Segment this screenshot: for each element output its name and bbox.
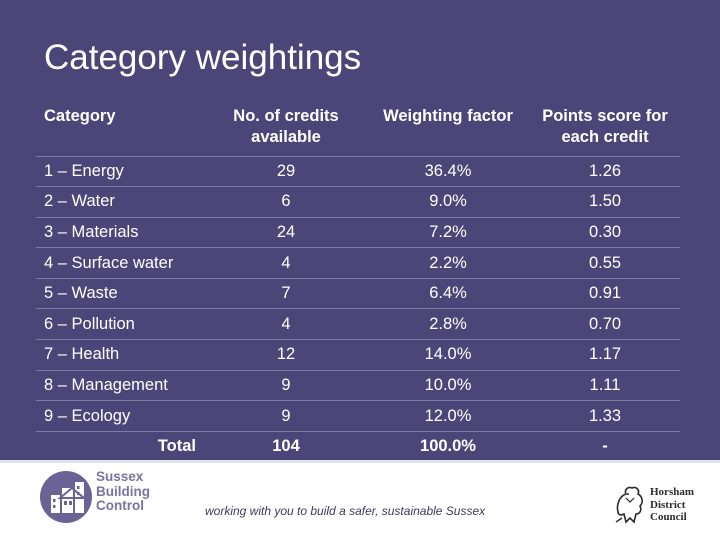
cell-credits: 4 bbox=[206, 308, 366, 340]
slide-header bbox=[0, 0, 720, 90]
cell-credits: 24 bbox=[206, 216, 366, 248]
hdc-line-3: Council bbox=[650, 511, 687, 523]
cell-points: 0.30 bbox=[530, 216, 680, 248]
slide-title: Category weightings bbox=[44, 38, 362, 77]
footer bbox=[0, 463, 720, 540]
table-row: 5 – Waste 7 6.4% 0.91 bbox=[36, 277, 680, 309]
cell-weighting: 2.8% bbox=[366, 308, 530, 340]
cell-weighting: 36.4% bbox=[366, 155, 530, 187]
table-row: 6 – Pollution 4 2.8% 0.70 bbox=[36, 308, 680, 340]
hdc-line-1: Horsham bbox=[650, 486, 694, 498]
header-credits: No. of credits available bbox=[233, 107, 339, 146]
cell-credits: 12 bbox=[206, 339, 366, 371]
cell-credits: 4 bbox=[206, 247, 366, 279]
cell-points: 1.33 bbox=[530, 400, 680, 432]
cell-category: 2 – Water bbox=[36, 186, 206, 218]
cell-category: 8 – Management bbox=[36, 369, 206, 401]
cell-points: 1.17 bbox=[530, 339, 680, 371]
hdc-line-2: District bbox=[650, 498, 686, 511]
table-row: 1 – Energy 29 36.4% 1.26 bbox=[36, 155, 680, 187]
cell-category: 7 – Health bbox=[36, 339, 206, 371]
footer-tagline: working with you to build a safer, susta… bbox=[205, 504, 486, 518]
cell-credits: 7 bbox=[206, 277, 366, 309]
total-points: - bbox=[530, 430, 680, 462]
table-row: 7 – Health 12 14.0% 1.17 bbox=[36, 339, 680, 371]
cell-weighting: 7.2% bbox=[366, 216, 530, 248]
total-label: Total bbox=[36, 430, 206, 462]
cell-category: 3 – Materials bbox=[36, 216, 206, 248]
table-row: 2 – Water 6 9.0% 1.50 bbox=[36, 186, 680, 218]
cell-points: 0.55 bbox=[530, 247, 680, 279]
horsham-lion-crest-icon bbox=[615, 486, 643, 524]
header-category: Category bbox=[44, 107, 116, 125]
cell-points: 1.11 bbox=[530, 369, 680, 401]
sbc-line-1: Sussex bbox=[96, 469, 144, 484]
cell-credits: 29 bbox=[206, 155, 366, 187]
total-weighting: 100.0% bbox=[366, 430, 530, 462]
sbc-line-3: Control bbox=[96, 498, 144, 513]
cell-category: 4 – Surface water bbox=[36, 247, 206, 279]
sussex-building-control-logo bbox=[40, 471, 92, 523]
table-total-row: Total 104 100.0% - bbox=[36, 430, 680, 462]
sbc-line-2: Building bbox=[96, 483, 150, 499]
table-row: 4 – Surface water 4 2.2% 0.55 bbox=[36, 247, 680, 279]
category-weightings-table: Category No. of credits available Weight… bbox=[36, 96, 680, 462]
cell-category: 5 – Waste bbox=[36, 277, 206, 309]
cell-credits: 9 bbox=[206, 400, 366, 432]
cell-weighting: 2.2% bbox=[366, 247, 530, 279]
cell-weighting: 10.0% bbox=[366, 369, 530, 401]
cell-weighting: 6.4% bbox=[366, 277, 530, 309]
table-row: 3 – Materials 24 7.2% 0.30 bbox=[36, 216, 680, 248]
table-row: 9 – Ecology 9 12.0% 1.33 bbox=[36, 400, 680, 432]
hdc-logo-text: Horsham District Council bbox=[650, 486, 694, 524]
cell-category: 1 – Energy bbox=[36, 155, 206, 187]
cell-credits: 6 bbox=[206, 186, 366, 218]
cell-points: 0.91 bbox=[530, 277, 680, 309]
cell-category: 9 – Ecology bbox=[36, 400, 206, 432]
cell-category: 6 – Pollution bbox=[36, 308, 206, 340]
cell-credits: 9 bbox=[206, 369, 366, 401]
divider bbox=[0, 460, 720, 463]
header-weighting: Weighting factor bbox=[383, 107, 513, 125]
cell-points: 0.70 bbox=[530, 308, 680, 340]
cell-weighting: 9.0% bbox=[366, 186, 530, 218]
total-credits: 104 bbox=[206, 430, 366, 462]
sbc-logo-text: Sussex Building Control bbox=[96, 469, 150, 514]
cell-weighting: 14.0% bbox=[366, 339, 530, 371]
cell-points: 1.50 bbox=[530, 186, 680, 218]
cell-points: 1.26 bbox=[530, 155, 680, 187]
table-header-row: Category No. of credits available Weight… bbox=[36, 96, 680, 156]
cell-weighting: 12.0% bbox=[366, 400, 530, 432]
table-row: 8 – Management 9 10.0% 1.11 bbox=[36, 369, 680, 401]
header-points: Points score for each credit bbox=[542, 107, 668, 146]
